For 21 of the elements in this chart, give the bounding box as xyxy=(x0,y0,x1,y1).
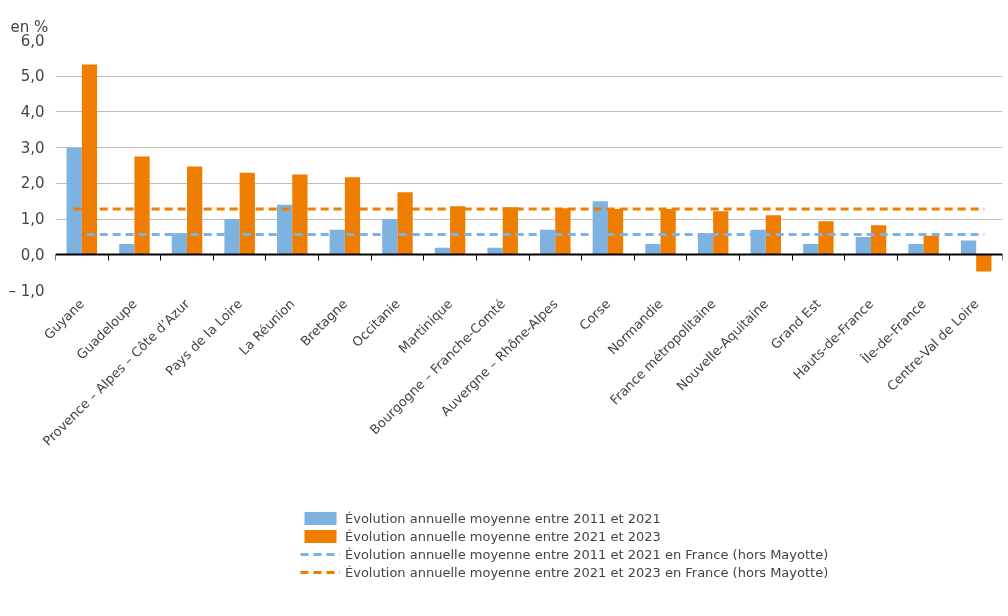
bar xyxy=(908,244,924,255)
y-tick-label: 3,0 xyxy=(20,138,45,157)
y-tick-label: 6,0 xyxy=(20,31,45,50)
legend-label: Évolution annuelle moyenne entre 2011 et 2021 en France (hors Mayotte) xyxy=(345,546,829,562)
bar xyxy=(870,225,887,255)
y-tick-label: – 1,0 xyxy=(8,281,45,300)
y-tick-label: 2,0 xyxy=(20,174,45,193)
y-tick-label: 1,0 xyxy=(20,210,45,229)
y-tick-label: 0,0 xyxy=(20,245,45,264)
y-tick-label: 5,0 xyxy=(20,67,45,86)
bar xyxy=(645,244,661,255)
bar xyxy=(976,254,992,272)
y-tick-label: 4,0 xyxy=(20,102,45,121)
legend-label: Évolution annuelle moyenne entre 2011 et 2021 xyxy=(345,510,661,526)
bar xyxy=(119,244,135,255)
legend-label: Évolution annuelle moyenne entre 2021 et 2023 xyxy=(345,528,661,544)
bar xyxy=(818,221,834,255)
bar xyxy=(923,235,939,255)
bar xyxy=(803,244,819,255)
legend-label: Évolution annuelle moyenne entre 2021 et 2023 en France (hors Mayotte) xyxy=(345,564,829,580)
bar xyxy=(765,215,782,255)
